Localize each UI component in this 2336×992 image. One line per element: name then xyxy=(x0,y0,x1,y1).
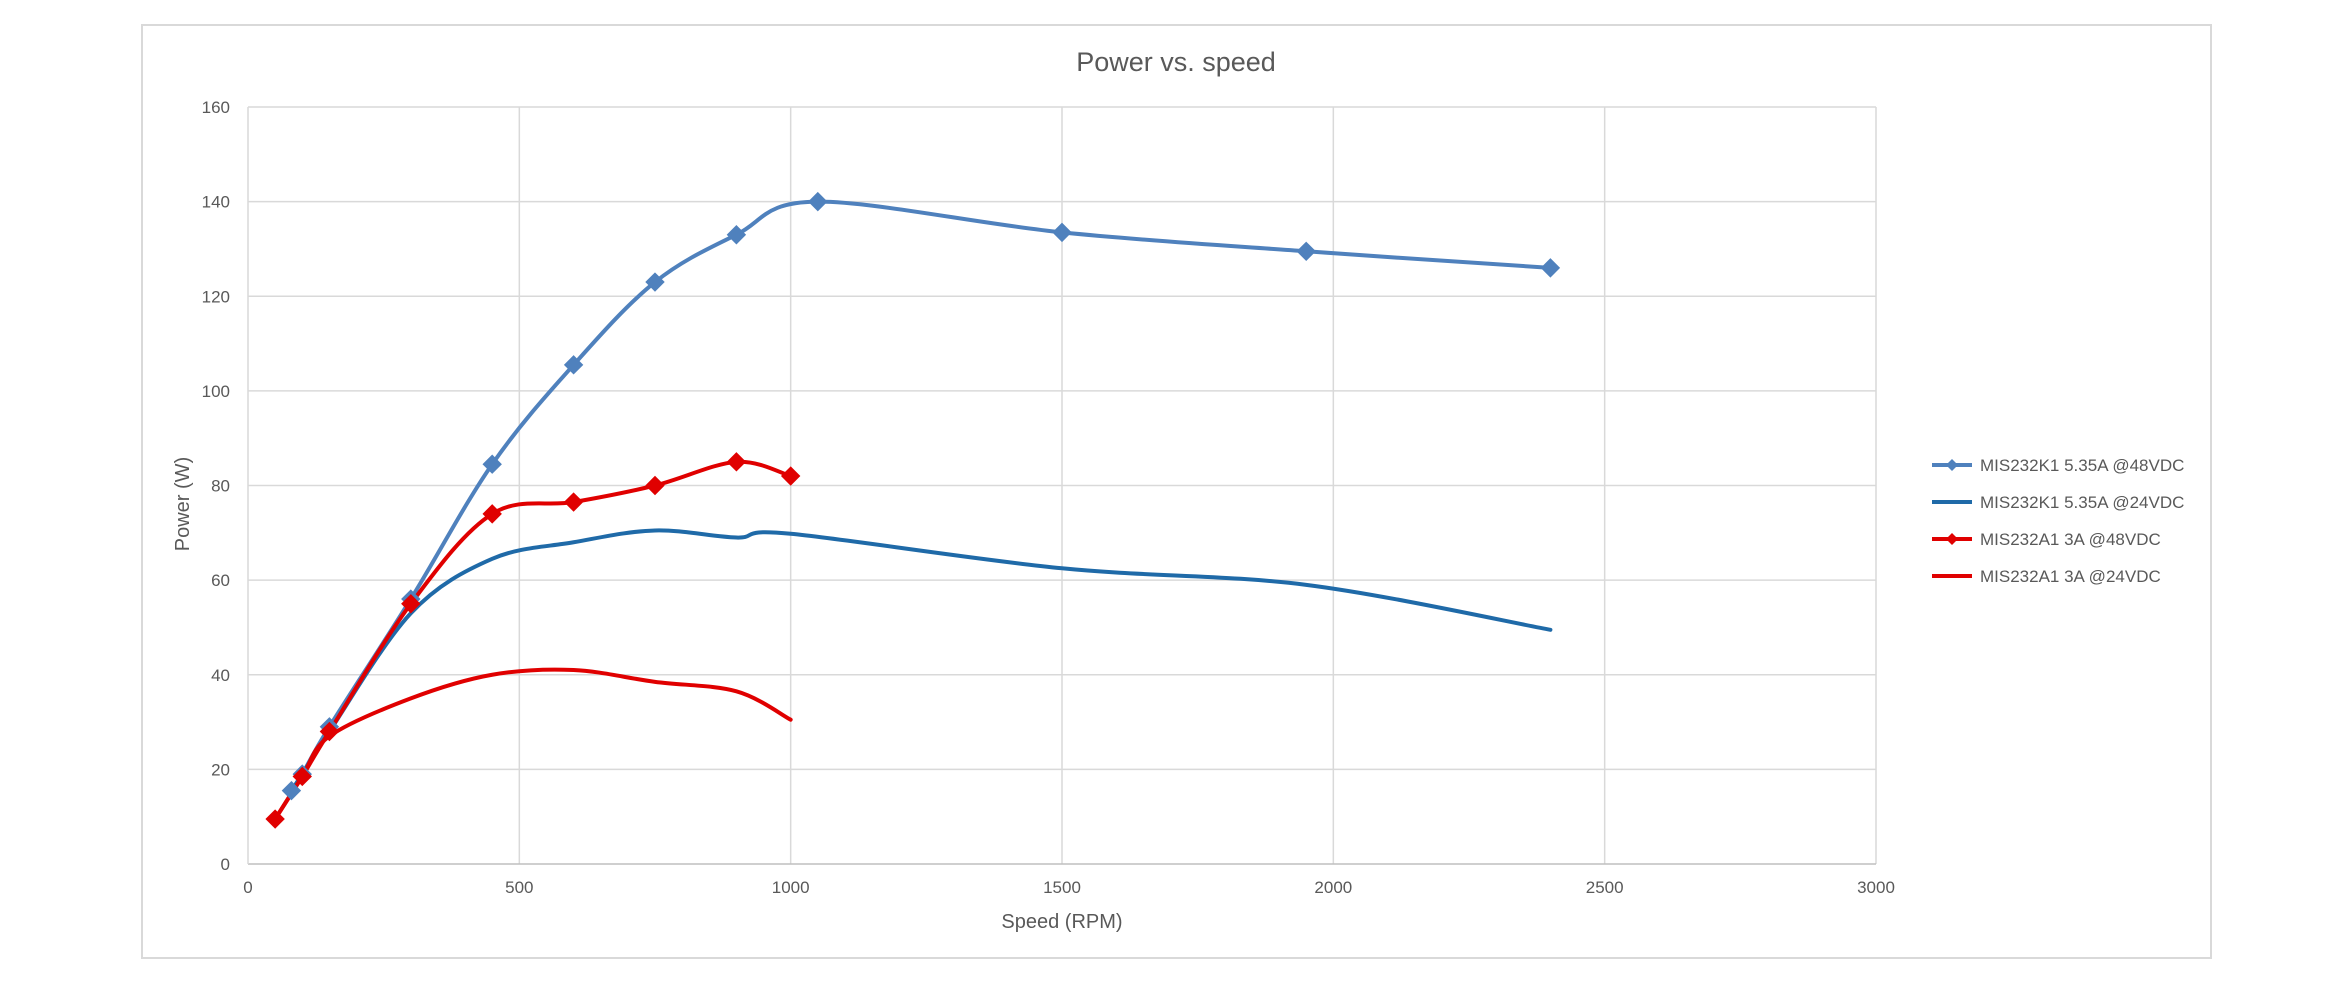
legend-item[interactable]: MIS232A1 3A @24VDC xyxy=(1932,567,2161,586)
legend-label: MIS232A1 3A @24VDC xyxy=(1980,567,2161,586)
x-tick-label: 500 xyxy=(505,878,533,897)
x-tick-label: 2000 xyxy=(1314,878,1352,897)
series-lines xyxy=(273,199,1553,822)
data-point-marker xyxy=(1052,222,1072,243)
tick-labels: 0 20 40 60 80 100 120 140 160 0 500 1000 1500 2000 250… xyxy=(202,98,1895,897)
data-point-marker xyxy=(482,504,502,524)
series-markers xyxy=(265,191,1561,829)
series-line xyxy=(289,199,1553,793)
y-tick-label: 20 xyxy=(211,760,230,779)
y-tick-label: 160 xyxy=(202,98,230,117)
data-point-marker xyxy=(1540,258,1561,278)
legend-swatch-marker xyxy=(1946,533,1958,545)
data-point-marker xyxy=(645,272,665,292)
data-point-marker xyxy=(780,466,801,486)
legend-label: MIS232K1 5.35A @24VDC xyxy=(1980,493,2184,512)
y-tick-label: 120 xyxy=(202,287,230,306)
series-line xyxy=(273,459,793,822)
data-point-marker xyxy=(645,475,665,496)
series-line xyxy=(273,667,793,822)
data-point-marker xyxy=(482,454,502,474)
data-point-marker xyxy=(1296,241,1316,262)
data-point-marker xyxy=(265,809,285,829)
legend: MIS232K1 5.35A @48VDC MIS232K1 5.35A @24… xyxy=(1932,456,2184,586)
data-point-marker xyxy=(563,355,584,375)
data-point-marker xyxy=(563,492,584,512)
y-axis-title: Power (W) xyxy=(172,457,194,551)
grid-lines xyxy=(248,106,1877,864)
data-point-marker xyxy=(319,721,340,742)
x-tick-label: 0 xyxy=(243,878,252,897)
legend-item[interactable]: MIS232K1 5.35A @24VDC xyxy=(1932,493,2184,512)
y-tick-label: 60 xyxy=(211,571,230,590)
legend-swatch-marker xyxy=(1946,459,1958,471)
chart-frame xyxy=(141,24,2212,959)
x-tick-label: 1000 xyxy=(772,878,810,897)
y-tick-label: 80 xyxy=(211,477,230,496)
y-tick-label: 140 xyxy=(202,193,230,212)
axes xyxy=(247,107,1876,865)
data-point-marker xyxy=(401,594,421,614)
y-tick-label: 100 xyxy=(202,382,230,401)
data-point-marker xyxy=(292,766,312,787)
x-axis-title: Speed (RPM) xyxy=(1001,911,1122,933)
x-tick-label: 3000 xyxy=(1857,878,1895,897)
data-point-marker xyxy=(808,191,828,212)
legend-label: MIS232A1 3A @48VDC xyxy=(1980,530,2161,549)
x-tick-label: 2500 xyxy=(1586,878,1624,897)
x-tick-label: 1500 xyxy=(1043,878,1081,897)
legend-item[interactable]: MIS232K1 5.35A @48VDC xyxy=(1932,456,2184,475)
y-tick-label: 40 xyxy=(211,666,230,685)
y-tick-label: 0 xyxy=(221,855,230,874)
legend-label: MIS232K1 5.35A @48VDC xyxy=(1980,456,2184,475)
chart-title: Power vs. speed xyxy=(1076,47,1276,77)
series-line xyxy=(289,528,1553,793)
legend-item[interactable]: MIS232A1 3A @48VDC xyxy=(1932,530,2161,549)
data-point-marker xyxy=(726,452,747,472)
data-point-marker xyxy=(281,780,302,801)
data-point-marker xyxy=(726,225,747,245)
